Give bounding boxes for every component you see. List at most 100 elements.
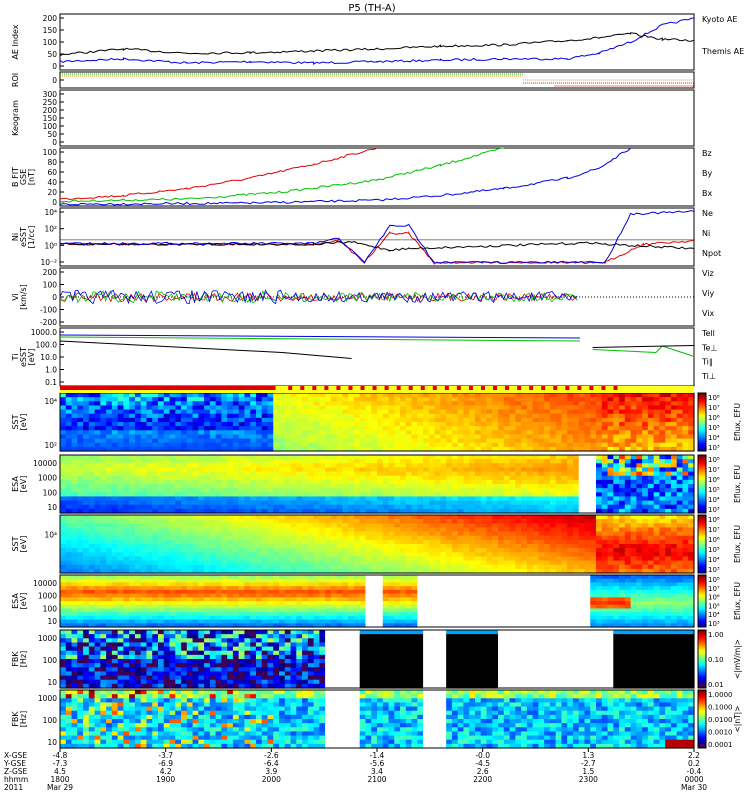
sst_e-cell (567, 417, 574, 423)
esa_e-cell (630, 479, 637, 485)
sst_i-cell (88, 564, 96, 570)
esa_e-cell (371, 471, 378, 477)
sst_i-cell (71, 552, 78, 558)
sst_e-cell (457, 422, 465, 427)
sst_e-cell (129, 413, 136, 419)
sst_i-cell (336, 527, 344, 533)
sst_e-cell (561, 397, 568, 402)
esa_e-cell (238, 492, 246, 498)
sst_e-cell (100, 417, 107, 423)
sst_e-cell (636, 405, 643, 411)
esa_e-cell (538, 500, 545, 506)
sst_e-cell (584, 442, 591, 448)
sst_e-cell (319, 442, 326, 448)
sst_e-cell (388, 409, 395, 415)
sst_e-cell (336, 397, 344, 402)
sst_e-cell (411, 430, 418, 436)
sst_i-cell (659, 523, 666, 529)
sst_e-cell (204, 430, 211, 436)
sst_i-cell (313, 548, 320, 553)
esa_e-cell (290, 500, 297, 506)
esa_e-cell (544, 500, 551, 506)
esa_e-cell (388, 492, 395, 498)
sst_e-cell (434, 446, 441, 452)
sst_e-cell (469, 417, 476, 423)
sst_i-cell (215, 548, 222, 553)
sst_e-cell (192, 409, 199, 415)
esa_e-cell (509, 500, 516, 506)
sst_i-cell (636, 552, 643, 558)
sst_i-cell (590, 527, 597, 533)
sst_e-cell (440, 430, 447, 436)
esa_e-cell (624, 479, 632, 485)
esa_e-cell (60, 508, 67, 514)
sst_e-cell (232, 434, 240, 440)
esa_e-cell (134, 459, 142, 464)
sst_i-cell (377, 560, 384, 566)
sst_i-cell (411, 519, 418, 524)
panel-roi: ROI 0 (11, 71, 695, 89)
sst_i-cell (377, 531, 384, 537)
sst_i-cell (279, 531, 286, 537)
esa_e-cell (157, 496, 165, 502)
sst_i-cell (647, 556, 655, 562)
sst_e-cell (181, 426, 188, 431)
sst_e-cell (521, 442, 528, 448)
ti-ylabel: eSST (19, 347, 28, 367)
sst_i-cell (255, 556, 263, 562)
sst_e-cell (117, 422, 124, 427)
sst_e-cell (498, 413, 505, 419)
sst_i-cell (521, 523, 528, 529)
sst_e-cell (336, 405, 344, 411)
sst_e-cell (267, 430, 274, 436)
esa_i-cell (88, 597, 96, 602)
sst_e-cbar-frame (697, 392, 707, 452)
esa_e-cell (630, 455, 637, 460)
esa_e-cell (313, 504, 320, 510)
esa_e-cell (302, 471, 309, 477)
sst_e-cell (279, 413, 286, 419)
sst_e-cell (88, 397, 96, 402)
esa_e-cell (480, 500, 488, 506)
esa_e-cell (71, 496, 78, 502)
sst_e-cell (619, 417, 626, 423)
esa_e-cell (486, 492, 493, 498)
sst_e-cell (106, 422, 113, 427)
esa_e-cell (273, 484, 280, 489)
sst_i-cell (77, 531, 84, 537)
esa_e-cell (244, 463, 251, 469)
sst_i-cell (157, 515, 165, 520)
sst_e-ytick: 10⁴ (44, 397, 57, 406)
esa_e-cell (578, 479, 586, 485)
sst_i-cell (624, 523, 632, 529)
sst_i-cell (653, 552, 661, 558)
sst_e-cell (319, 434, 326, 440)
sst_e-cell (60, 393, 67, 398)
sst_i-cell (244, 531, 251, 537)
esa_e-cell (428, 492, 436, 498)
sst_i-cell (88, 560, 96, 566)
esa_e-cell (181, 463, 188, 469)
sst_e-cell (388, 446, 395, 452)
sst_i-cell (192, 527, 199, 533)
sst_e-cell (601, 405, 609, 411)
sst_e-cell (371, 413, 378, 419)
sst_i-cell (255, 539, 263, 545)
esa_e-cell (290, 479, 297, 485)
sst_e-cell (486, 413, 493, 419)
bfit-ytick: 40 (47, 178, 57, 187)
sst_e-cell (411, 417, 418, 423)
esa_i-cell (71, 589, 78, 595)
esa_e-cell (670, 463, 678, 469)
sst_i-cbar-cell (698, 524, 706, 528)
sst_e-cell (549, 393, 557, 398)
esa_e-cell (377, 504, 384, 510)
esa_e-cell (336, 463, 344, 469)
esa_e-cell (676, 504, 684, 510)
sst_e-cell (65, 401, 73, 407)
sst_i-cell (365, 568, 372, 574)
sst_i-cell (572, 556, 580, 562)
esa_e-cell (290, 504, 297, 510)
esa_e-cell (619, 492, 626, 498)
sst_e-cell (60, 397, 67, 402)
